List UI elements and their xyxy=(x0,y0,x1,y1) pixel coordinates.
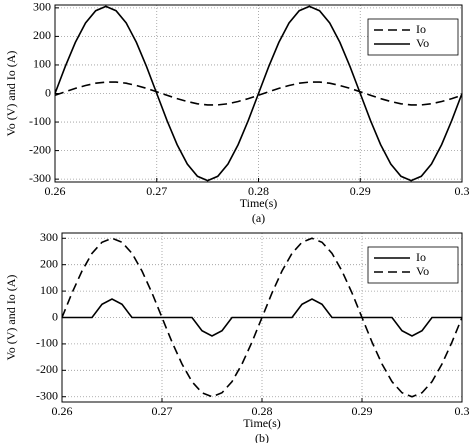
caption: (b) xyxy=(255,431,269,443)
y-tick-label: 0 xyxy=(52,309,58,323)
y-tick-label: -100 xyxy=(29,114,51,128)
legend-label: Io xyxy=(416,250,426,264)
x-tick-label: 0.3 xyxy=(455,184,470,198)
series-line xyxy=(54,81,463,106)
y-tick-label: -200 xyxy=(29,142,51,156)
y-tick-label: 300 xyxy=(40,230,58,244)
x-tick-label: 0.27 xyxy=(146,184,167,198)
legend-label: Io xyxy=(416,22,426,36)
y-tick-label: 200 xyxy=(40,256,58,270)
y-tick-label: 200 xyxy=(33,28,51,42)
y-axis-label: Vo (V) and Io (A) xyxy=(4,51,18,137)
y-tick-label: -300 xyxy=(36,388,58,402)
y-tick-label: -200 xyxy=(36,362,58,376)
legend-box xyxy=(367,246,459,284)
x-tick-label: 0.26 xyxy=(45,184,66,198)
x-tick-label: 0.29 xyxy=(350,184,371,198)
x-tick-label: 0.3 xyxy=(455,404,470,418)
x-axis-label: Time(s) xyxy=(243,416,281,430)
x-tick-label: 0.26 xyxy=(52,404,73,418)
legend-label: Vo xyxy=(416,264,429,278)
y-tick-label: 0 xyxy=(45,85,51,99)
x-tick-label: 0.29 xyxy=(352,404,373,418)
y-tick-label: -100 xyxy=(36,336,58,350)
caption: (a) xyxy=(252,211,265,225)
series-line xyxy=(54,5,463,182)
y-tick-label: -300 xyxy=(29,171,51,185)
series-line xyxy=(61,237,463,398)
y-tick-label: 100 xyxy=(40,283,58,297)
y-axis-label: Vo (V) and Io (A) xyxy=(4,275,18,361)
x-axis-label: Time(s) xyxy=(240,196,278,210)
legend-label: Vo xyxy=(416,36,429,50)
x-tick-label: 0.28 xyxy=(248,184,269,198)
x-tick-label: 0.27 xyxy=(152,404,173,418)
y-tick-label: 300 xyxy=(33,0,51,14)
legend-box xyxy=(367,18,459,56)
y-tick-label: 100 xyxy=(33,57,51,71)
x-tick-label: 0.28 xyxy=(252,404,273,418)
